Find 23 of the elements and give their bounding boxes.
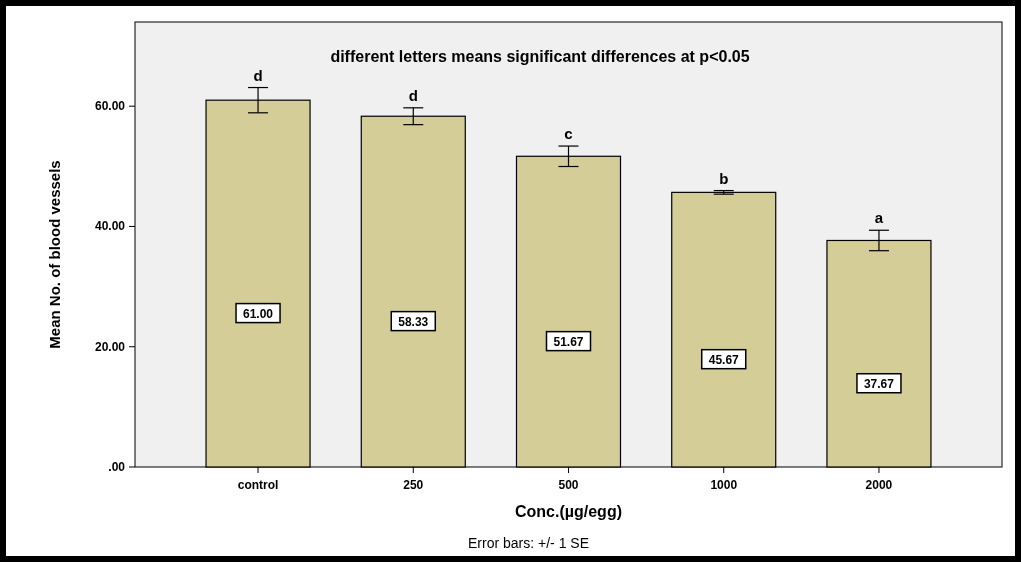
x-axis-title: Conc.(µg/egg): [515, 503, 622, 520]
x-tick-label: control: [237, 478, 279, 492]
annotation: c: [564, 125, 573, 143]
y-tick-label: 60.00: [94, 99, 126, 114]
x-tick-label: 500: [558, 478, 579, 492]
annotation: d: [253, 66, 263, 84]
data-label: 61.00: [243, 306, 274, 321]
annotation: d: [408, 86, 418, 104]
y-axis-title: Mean No. of blood vessels: [46, 160, 63, 349]
x-tick-label: 1000: [710, 478, 738, 492]
y-tick-label: 20.00: [94, 339, 126, 354]
data-label: 37.67: [863, 376, 895, 391]
y-tick-label: .00: [108, 460, 126, 474]
x-tick-label: 250: [403, 478, 424, 492]
data-label: 58.33: [398, 314, 429, 329]
data-label: 45.67: [708, 352, 740, 367]
text: Error bars: +/- 1 SE: [468, 535, 589, 551]
y-tick-label: 40.00: [94, 219, 126, 234]
text: different letters means significant differences at p<0.05: [330, 48, 750, 65]
annotation: b: [719, 169, 729, 187]
data-label: 51.67: [553, 334, 584, 349]
annotation: a: [874, 209, 884, 227]
x-tick-label: 2000: [865, 478, 893, 492]
